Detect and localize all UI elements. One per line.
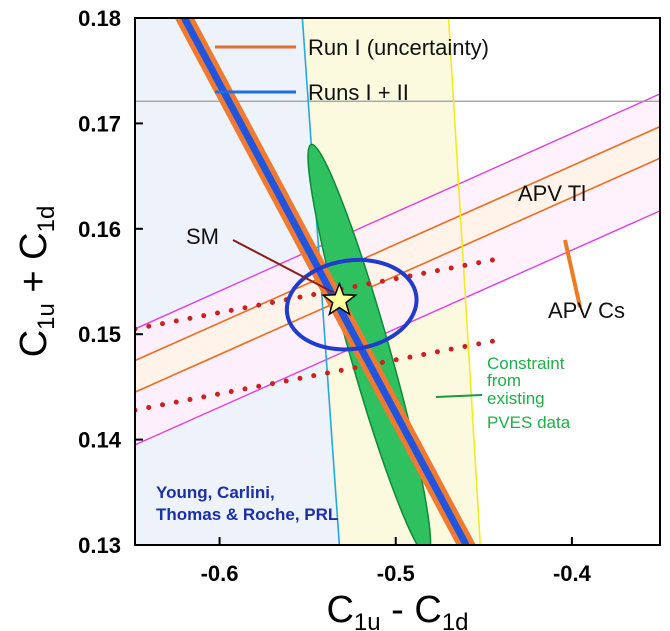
apv-cs-label: APV Cs	[548, 298, 625, 323]
x-tick-label: -0.5	[377, 561, 415, 586]
axis-ticks: -0.6 -0.5 -0.4 0.13 0.14 0.15 0.16 0.17 0.18	[78, 6, 591, 586]
plot-area	[135, 18, 660, 545]
y-tick-label: 0.16	[78, 217, 121, 242]
pves-label-line: Constraint	[487, 354, 565, 373]
pves-label-leader	[435, 394, 483, 398]
y-tick-label: 0.17	[78, 111, 121, 136]
y-tick-label: 0.14	[78, 428, 122, 453]
credit-line: Young, Carlini,	[156, 483, 275, 502]
x-tick-label: -0.6	[201, 561, 239, 586]
credit-label: Young, Carlini, Thomas & Roche, PRL	[156, 483, 338, 524]
y-axis-label: C1u + C1d	[13, 206, 60, 358]
apv-cs-band-fill	[135, 126, 660, 393]
apv-tl-band-edge	[135, 93, 660, 330]
legend: Run I (uncertainty) Runs I + II	[215, 35, 489, 105]
apv-cs-band-edge	[135, 125, 660, 362]
legend-label-runs-i-ii: Runs I + II	[308, 80, 409, 105]
apv-tl-label: APV Tl	[518, 181, 586, 206]
plot-frame	[134, 17, 661, 546]
legend-label-run-i: Run I (uncertainty)	[308, 35, 489, 60]
y-tick-label: 0.13	[78, 533, 121, 558]
pves-label-line: existing	[487, 389, 545, 408]
apv-cs-band-edge	[135, 157, 660, 393]
yellow-band-edge	[447, 18, 482, 545]
runs-i-ii-ellipse	[284, 257, 419, 352]
runs-i-ii-line	[181, 18, 470, 545]
y-tick-label: 0.15	[78, 322, 121, 347]
credit-line: Thomas & Roche, PRL	[156, 505, 338, 524]
x-tick-label: -0.4	[553, 561, 592, 586]
sm-star-marker	[321, 281, 358, 316]
x-axis-label: C1u - C1d	[326, 589, 468, 631]
apv-tl-band-edge	[135, 210, 660, 446]
pves-constraint-label: Constraint from existing PVES data	[487, 354, 571, 432]
y-tick-label: 0.18	[78, 6, 121, 31]
pves-label-line: PVES data	[487, 413, 571, 432]
sm-label: SM	[186, 224, 219, 249]
apv-cs-label-leader	[563, 239, 582, 308]
sm-pointer-line	[232, 239, 334, 294]
pves-label-line: from	[487, 371, 521, 390]
